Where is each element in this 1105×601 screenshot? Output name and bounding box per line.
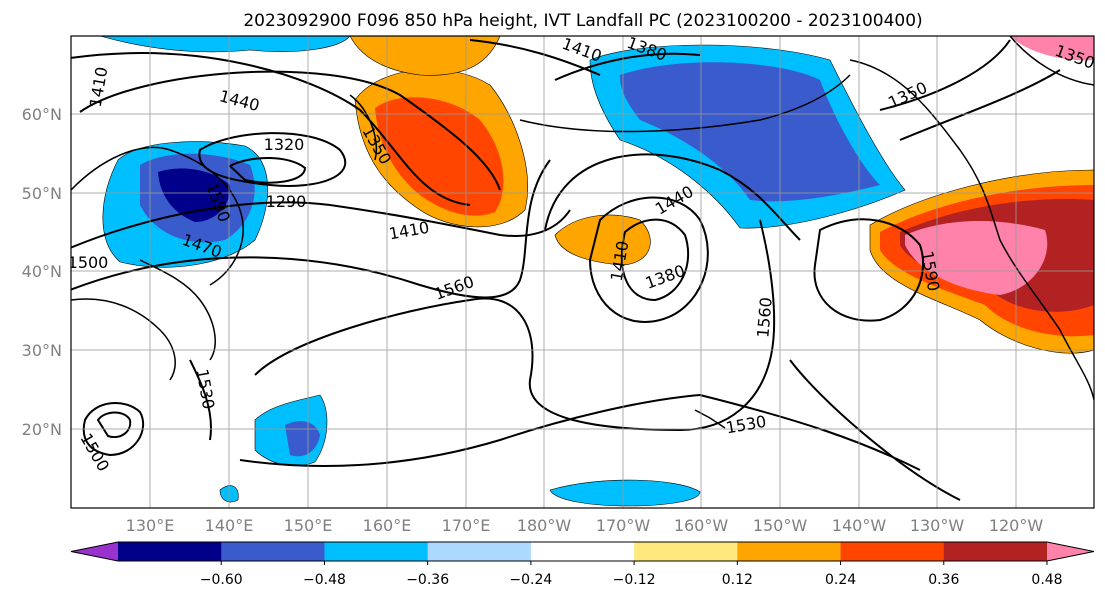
lon-label: 180°W	[517, 516, 572, 535]
map-frame	[70, 35, 1095, 509]
lon-label: 150°W	[753, 516, 808, 535]
colorbar-segment	[427, 542, 532, 561]
colorbar-extend-low	[71, 542, 118, 561]
colorbar-segment	[943, 542, 1048, 561]
colorbar-tick-label: 0.48	[1031, 572, 1062, 588]
lon-label: 170°E	[442, 516, 491, 535]
lon-label: 130°W	[910, 516, 965, 535]
lon-label: 150°E	[284, 516, 333, 535]
colorbar-tick-label: −0.24	[509, 572, 552, 588]
colorbar-tick-label: −0.60	[200, 572, 243, 588]
contour-label: 1290	[266, 192, 307, 211]
negative-region-subtropical-core	[285, 421, 320, 457]
positive-region-westcoast-peak	[905, 220, 1048, 295]
height-contours	[71, 39, 1061, 501]
ivt-shading	[99, 36, 1094, 507]
negative-region-aleutian-core	[620, 62, 880, 202]
coastlines	[71, 36, 1094, 429]
lat-label: 30°N	[22, 341, 62, 360]
lat-label: 20°N	[22, 420, 62, 439]
negative-region-top-left	[99, 36, 351, 53]
colorbar-segment	[221, 542, 325, 561]
gridlines	[71, 36, 1094, 508]
lon-label: 170°W	[596, 516, 651, 535]
lon-label: 160°E	[363, 516, 412, 535]
contour-label: 1320	[264, 135, 305, 154]
colorbar-segment	[118, 542, 222, 561]
positive-region-kamchatka-core	[375, 97, 504, 216]
contour-label: 1500	[68, 253, 109, 272]
colorbar-extend-high	[1047, 542, 1094, 561]
colorbar-tick-label: 0.24	[825, 572, 856, 588]
contour-label: 1560	[753, 296, 775, 338]
colorbar-tick-label: −0.12	[613, 572, 656, 588]
colorbar-outline	[70, 541, 1095, 562]
colorbar-segment	[634, 542, 738, 561]
lon-label: 160°W	[674, 516, 729, 535]
lat-label: 40°N	[22, 262, 62, 281]
colorbar-tick-label: 0.12	[722, 572, 753, 588]
lon-axis: 130°E 140°E 150°E 160°E 170°E 180°W 170°…	[126, 516, 1044, 535]
lat-label: 60°N	[22, 105, 62, 124]
colorbar-segment	[840, 542, 945, 561]
lon-label: 120°W	[989, 516, 1044, 535]
lon-label: 140°E	[205, 516, 254, 535]
lon-label: 140°W	[832, 516, 887, 535]
negative-region-south	[549, 479, 701, 507]
lon-label: 130°E	[126, 516, 175, 535]
figure-title: 2023092900 F096 850 hPa height, IVT Land…	[243, 11, 922, 31]
lat-axis: 60°N 50°N 40°N 30°N 20°N	[22, 105, 62, 439]
positive-region-midpacific	[554, 214, 651, 266]
colorbar-tick-label: −0.36	[406, 572, 449, 588]
colorbar-segment	[530, 542, 635, 561]
positive-region-top-right	[1010, 36, 1094, 61]
map-panel[interactable]: 1410 1440 1320 1350 1290 1470 1410 1560 …	[68, 33, 1098, 508]
colorbar-tick-label: −0.48	[303, 572, 346, 588]
lat-label: 50°N	[22, 184, 62, 203]
colorbar: −0.60 −0.48 −0.36 −0.24 −0.12 0.12 0.24 0.36 0.4…	[70, 541, 1095, 588]
colorbar-tick-label: 0.36	[928, 572, 959, 588]
colorbar-segment	[737, 542, 842, 561]
colorbar-segment	[324, 542, 429, 561]
